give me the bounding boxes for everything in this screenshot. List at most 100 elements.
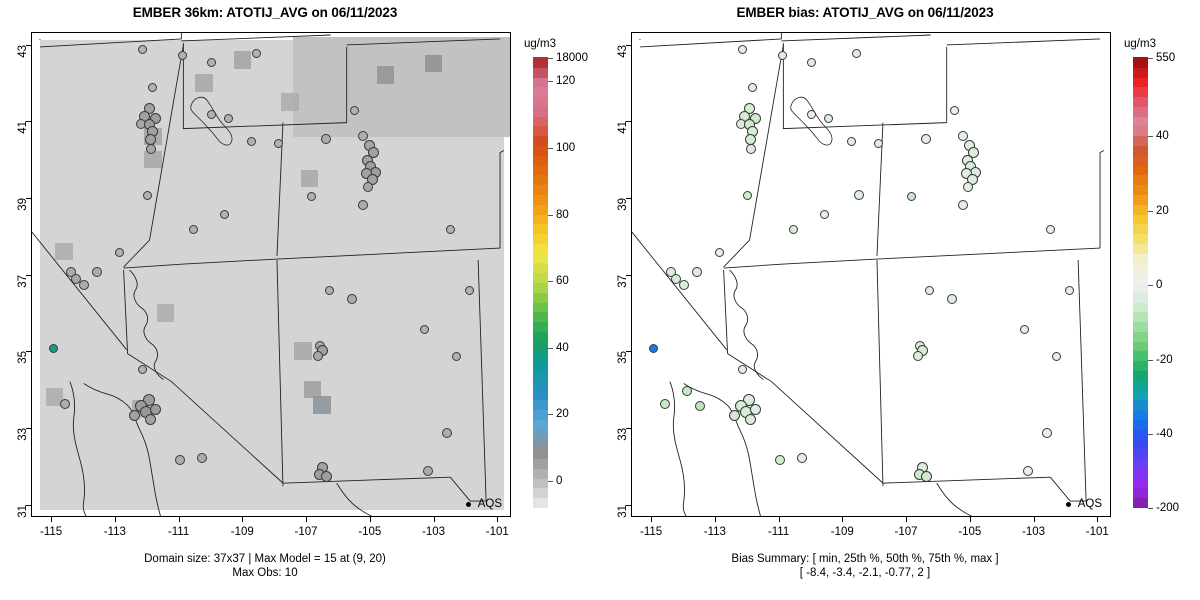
x-tick-label: -103 [1022, 526, 1046, 538]
observation-marker [71, 274, 82, 285]
map-plot-model[interactable]: AQS [31, 32, 511, 517]
observation-marker [59, 398, 70, 409]
colorbar-segment [533, 135, 548, 147]
colorbar-segment [1133, 311, 1148, 323]
x-tick-label: -105 [358, 526, 382, 538]
x-tick [714, 517, 716, 522]
colorbar-segment [533, 125, 548, 137]
colorbar-segment [1133, 340, 1148, 352]
y-tick [26, 351, 31, 353]
colorbar-tick [548, 281, 553, 283]
observation-marker [442, 427, 453, 438]
model-caption: Domain size: 37x37 | Max Model = 15 at (… [0, 552, 530, 580]
y-tick [26, 504, 31, 506]
x-tick [242, 517, 244, 522]
x-tick [306, 517, 308, 522]
colorbar-segment [533, 291, 548, 303]
colorbar-segment [533, 203, 548, 215]
colorbar-tick [1148, 433, 1153, 435]
colorbar-segment [533, 350, 548, 362]
x-tick-label: -115 [40, 526, 63, 538]
colorbar-tick-label: 40 [1156, 130, 1169, 143]
y-tick-label: 43 [617, 44, 629, 58]
x-tick [778, 517, 780, 522]
model-grid-cell [313, 396, 331, 414]
colorbar-segment [533, 262, 548, 274]
colorbar-segment [533, 369, 548, 381]
colorbar-segment [533, 389, 548, 401]
observation-marker [924, 286, 934, 296]
colorbar-segment [533, 448, 548, 460]
y-tick [626, 121, 631, 123]
observation-marker [778, 50, 788, 60]
observation-marker [913, 351, 924, 361]
colorbar-segment [1133, 213, 1148, 225]
observation-marker [246, 136, 256, 146]
x-tick [114, 517, 116, 522]
colorbar-segment [1133, 144, 1148, 156]
colorbar-segment [1133, 154, 1148, 166]
x-tick [1097, 517, 1099, 522]
observation-marker [138, 44, 148, 54]
colorbar-segment [533, 184, 548, 195]
map-plot-bias[interactable]: AQS [631, 32, 1111, 517]
colorbar-segment [533, 105, 548, 117]
observation-marker [357, 199, 368, 210]
x-tick-label: -101 [1085, 526, 1109, 538]
x-tick-label: -111 [767, 526, 790, 538]
colorbar-segment [533, 418, 548, 430]
colorbar-model: ug/m3 18000 120 100 80 60 40 20 0 [524, 32, 598, 517]
colorbar-tick-label: 80 [556, 208, 569, 221]
x-tick-label: -105 [958, 526, 982, 538]
colorbar-segment [533, 301, 548, 313]
y-tick-label: 35 [17, 351, 29, 364]
observation-marker [774, 454, 785, 465]
observation-marker [78, 280, 89, 291]
observation-marker [206, 110, 216, 119]
colorbar-segment [533, 56, 548, 68]
observation-marker [143, 190, 153, 200]
observation-marker [745, 144, 756, 154]
observation-marker [806, 110, 816, 119]
y-tick-label: 39 [17, 197, 29, 211]
x-tick-label: -111 [167, 526, 190, 538]
colorbar-segment [1133, 272, 1148, 283]
observation-marker [350, 106, 360, 116]
y-tick [26, 274, 31, 276]
state-boundaries-model [32, 33, 505, 516]
colorbar-segment [533, 428, 548, 440]
observation-marker [368, 147, 380, 159]
colorbar-tick [548, 81, 553, 83]
y-tick [626, 44, 631, 46]
colorbar-tick-label: 120 [556, 75, 576, 88]
colorbar-segment [533, 86, 548, 98]
observation-marker [465, 286, 475, 296]
colorbar-segment [533, 66, 548, 78]
x-tick [842, 517, 844, 522]
colorbar-segment [1133, 369, 1148, 381]
x-tick [51, 517, 53, 522]
colorbar-tick-label: 0 [1156, 279, 1163, 292]
colorbar-segment [1133, 418, 1148, 430]
state-boundaries-bias [632, 33, 1105, 516]
observation-marker [851, 48, 861, 58]
colorbar-segment [533, 115, 548, 127]
observation-marker [206, 58, 216, 68]
colorbar-segment [533, 399, 548, 411]
colorbar-segment [533, 321, 548, 332]
observation-marker [420, 324, 430, 334]
colorbar-tick-label: 40 [556, 341, 569, 354]
colorbar-segment [1133, 135, 1148, 147]
colorbar-tick [548, 148, 553, 149]
colorbar-tick [1148, 58, 1153, 59]
observation-marker [691, 266, 702, 277]
observation-marker [189, 225, 199, 234]
observation-marker [957, 130, 968, 141]
model-grid-cell [300, 169, 318, 188]
observation-marker [452, 351, 462, 361]
colorbar-segment [533, 477, 548, 489]
colorbar-tick-label: 60 [556, 275, 569, 288]
x-tick [906, 517, 908, 522]
observation-marker [846, 136, 856, 146]
